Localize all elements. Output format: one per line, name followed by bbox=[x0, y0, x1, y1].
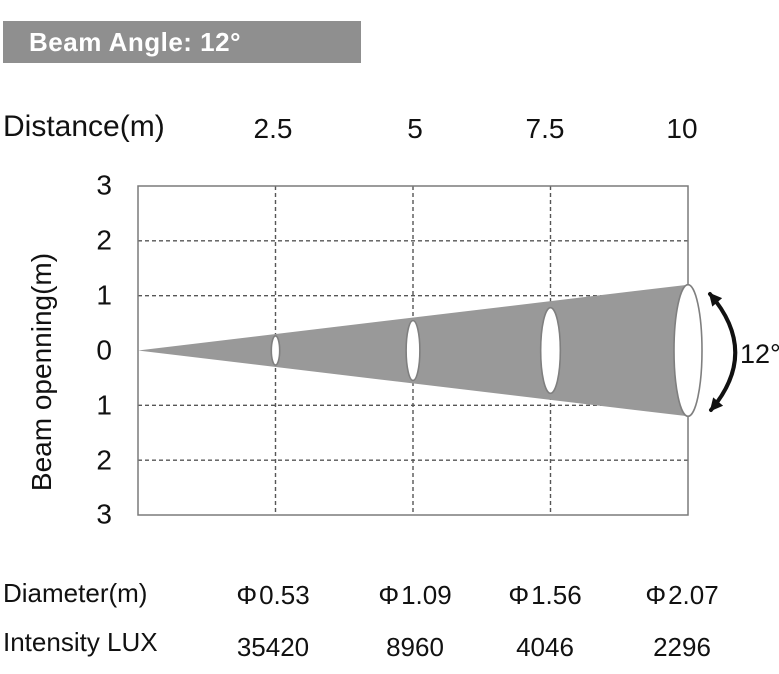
intensity-value-2-5: 35420 bbox=[236, 632, 310, 662]
phi-symbol: Φ bbox=[378, 580, 400, 610]
ytick-2-top: 2 bbox=[96, 224, 112, 256]
intensity-value-5: 8960 bbox=[386, 632, 444, 662]
distance-value-2-5: 2.5 bbox=[253, 113, 293, 144]
intensity-value-10: 2296 bbox=[653, 632, 711, 662]
diameter-value-7-5: Φ1.56 bbox=[508, 580, 581, 611]
ytick-0: 0 bbox=[96, 334, 112, 366]
diameter-number: 2.07 bbox=[668, 580, 719, 610]
phi-symbol: Φ bbox=[236, 580, 258, 610]
diameter-number: 1.56 bbox=[531, 580, 582, 610]
distance-value-10: 10 bbox=[666, 113, 698, 144]
intensity-row-label: Intensity LUX bbox=[3, 627, 158, 657]
diameter-number: 1.09 bbox=[401, 580, 452, 610]
ytick-3-bottom: 3 bbox=[96, 498, 112, 530]
distance-row-label: Distance(m) bbox=[3, 110, 165, 143]
intensity-value-7-5: 4046 bbox=[516, 632, 574, 662]
title-banner-label: Beam Angle: 12° bbox=[29, 27, 241, 57]
distance-value-7-5: 7.5 bbox=[525, 113, 565, 144]
phi-symbol: Φ bbox=[645, 580, 667, 610]
diameter-value-2-5: Φ0.53 bbox=[236, 580, 309, 611]
diameter-value-10: Φ2.07 bbox=[645, 580, 718, 611]
ytick-1-top: 1 bbox=[96, 279, 112, 311]
ytick-2-bottom: 2 bbox=[96, 444, 112, 476]
diameter-number: 0.53 bbox=[259, 580, 310, 610]
ytick-3-top: 3 bbox=[96, 169, 112, 201]
beam-angle-annotation: 12° bbox=[740, 339, 779, 369]
title-banner: Beam Angle: 12° bbox=[3, 21, 361, 63]
diameter-row-label: Diameter(m) bbox=[3, 578, 148, 608]
distance-value-5: 5 bbox=[407, 113, 423, 144]
phi-symbol: Φ bbox=[508, 580, 530, 610]
ytick-1-bottom: 1 bbox=[96, 389, 112, 421]
diameter-value-5: Φ1.09 bbox=[378, 580, 451, 611]
